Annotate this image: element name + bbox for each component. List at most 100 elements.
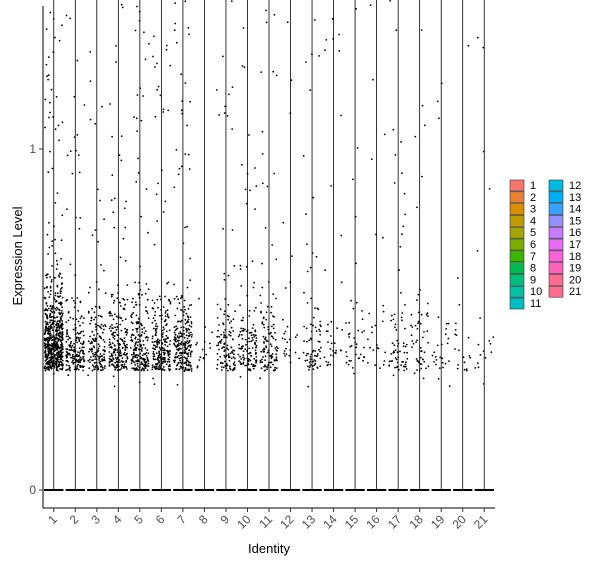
data-point	[131, 333, 134, 336]
data-point	[47, 360, 50, 363]
data-point	[248, 309, 251, 312]
data-point	[290, 79, 293, 82]
legend-item-18: 18	[548, 250, 581, 263]
data-point	[50, 336, 52, 339]
data-point	[157, 366, 160, 368]
data-point	[110, 353, 113, 355]
data-point	[355, 346, 358, 349]
data-point	[187, 353, 189, 356]
data-point	[55, 332, 58, 335]
data-point	[73, 95, 76, 98]
data-point	[94, 316, 97, 319]
data-point	[67, 312, 70, 314]
data-point	[82, 334, 85, 337]
data-point	[165, 334, 168, 337]
data-point	[53, 349, 56, 352]
data-point	[114, 357, 117, 359]
data-point	[420, 367, 423, 370]
data-point	[132, 312, 135, 314]
data-point	[181, 359, 184, 361]
data-point	[222, 323, 225, 326]
data-point	[114, 361, 117, 364]
data-point	[54, 317, 56, 319]
data-point	[184, 308, 186, 311]
data-point	[272, 363, 274, 366]
data-point	[92, 352, 94, 355]
legend-swatch	[509, 262, 525, 274]
data-point	[159, 348, 162, 351]
data-point	[383, 133, 386, 136]
data-point	[183, 299, 186, 302]
data-point	[61, 310, 63, 312]
data-point	[133, 348, 136, 351]
data-point	[47, 337, 50, 340]
data-point	[95, 326, 97, 328]
data-point	[75, 327, 77, 329]
data-point	[224, 105, 227, 108]
data-point	[92, 345, 95, 348]
legend-label: 5	[530, 227, 536, 239]
data-point	[109, 103, 111, 105]
data-point	[73, 348, 76, 351]
data-point	[66, 368, 69, 371]
data-point	[242, 354, 245, 356]
data-point	[325, 360, 328, 363]
data-point	[174, 2, 177, 5]
data-point	[230, 357, 233, 360]
data-point	[77, 351, 79, 354]
data-point	[51, 329, 54, 331]
data-point	[133, 306, 135, 309]
data-point	[286, 21, 289, 24]
data-point	[230, 0, 233, 2]
data-point	[189, 100, 191, 103]
data-point	[255, 334, 257, 337]
data-point	[80, 359, 82, 362]
data-point	[228, 356, 231, 358]
data-point	[422, 358, 424, 361]
data-point	[490, 351, 493, 353]
data-point	[371, 331, 373, 334]
data-point	[47, 78, 49, 81]
legend-swatch	[509, 297, 525, 310]
data-point	[184, 344, 187, 347]
data-point	[77, 361, 80, 364]
data-point	[83, 360, 85, 363]
data-point	[60, 344, 63, 347]
data-point	[55, 309, 58, 311]
data-point	[145, 310, 147, 312]
data-point	[113, 197, 116, 200]
data-point	[51, 167, 54, 170]
data-point	[78, 354, 81, 356]
data-point	[115, 328, 118, 331]
x-tick-label: 7	[174, 512, 189, 527]
data-point	[221, 362, 224, 365]
data-point	[403, 369, 406, 372]
data-point	[374, 364, 376, 367]
data-point	[131, 359, 134, 362]
data-point	[222, 366, 225, 369]
legend-swatch	[509, 285, 525, 298]
data-point	[92, 365, 95, 368]
data-point	[47, 327, 50, 330]
data-point	[169, 301, 172, 303]
data-point	[158, 364, 161, 366]
data-point	[173, 342, 176, 345]
data-point	[65, 321, 68, 323]
data-point	[111, 314, 113, 317]
data-point	[188, 332, 190, 334]
data-point	[164, 200, 167, 203]
data-point	[141, 363, 144, 365]
data-point	[309, 323, 312, 326]
legend-label: 10	[530, 286, 542, 298]
data-point	[53, 298, 56, 301]
data-point	[314, 19, 316, 21]
data-point	[61, 331, 64, 334]
data-point	[152, 347, 154, 349]
data-point	[49, 11, 52, 14]
data-point	[189, 352, 192, 354]
data-point	[247, 360, 250, 363]
data-point	[395, 328, 398, 331]
data-point	[482, 350, 485, 352]
data-point	[67, 338, 69, 341]
data-point	[445, 328, 447, 330]
